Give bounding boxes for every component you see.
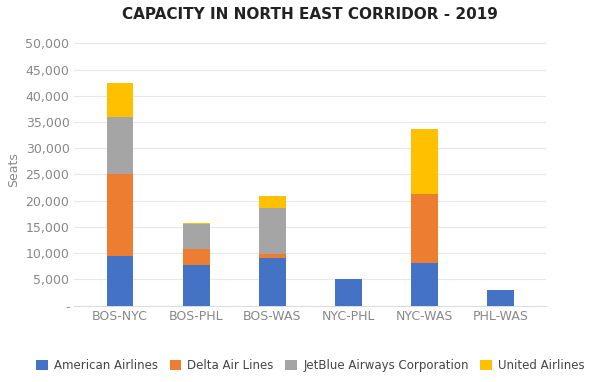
Bar (183, 249, 209, 265)
Bar (412, 262, 438, 306)
Bar (183, 265, 209, 306)
Bar (259, 207, 286, 254)
Y-axis label: Seats: Seats (7, 152, 20, 187)
Bar (259, 196, 286, 207)
Bar (183, 224, 209, 249)
Bar (412, 194, 438, 262)
Bar (487, 290, 514, 306)
Bar (107, 175, 133, 256)
Bar (259, 258, 286, 306)
Bar (107, 256, 133, 306)
Bar (412, 129, 438, 194)
Bar (259, 254, 286, 258)
Bar (107, 117, 133, 175)
Bar (183, 223, 209, 224)
Title: CAPACITY IN NORTH EAST CORRIDOR - 2019: CAPACITY IN NORTH EAST CORRIDOR - 2019 (122, 7, 499, 22)
Legend: American Airlines, Delta Air Lines, JetBlue Airways Corporation, United Airlines: American Airlines, Delta Air Lines, JetB… (31, 355, 590, 377)
Bar (335, 279, 362, 306)
Bar (107, 83, 133, 117)
